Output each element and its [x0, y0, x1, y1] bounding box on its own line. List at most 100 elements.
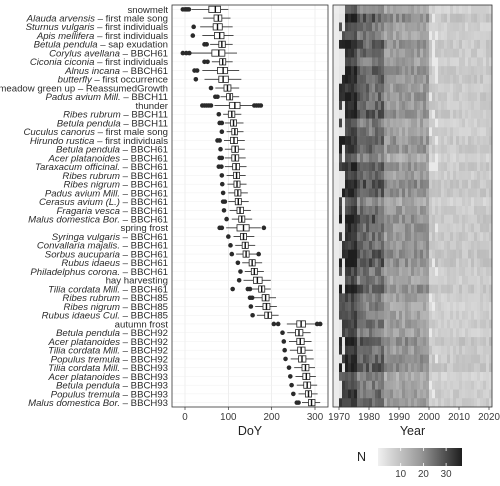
- heatmap-cell: [441, 188, 445, 198]
- heatmap-cell: [486, 240, 490, 250]
- heatmap-cell: [351, 57, 355, 67]
- heatmap-cell: [465, 171, 469, 181]
- heatmap-cell: [480, 57, 484, 67]
- heatmap-cell: [351, 74, 355, 84]
- heatmap-cell: [336, 171, 340, 181]
- heatmap-cell: [345, 31, 349, 41]
- heatmap-cell: [357, 319, 361, 329]
- heatmap-cell: [408, 380, 412, 390]
- heatmap-cell: [486, 275, 490, 285]
- heatmap-cell: [483, 179, 487, 189]
- heatmap-cell: [381, 345, 385, 355]
- heatmap-cell: [423, 197, 427, 207]
- heatmap-cell: [363, 345, 367, 355]
- heatmap-cell: [420, 48, 424, 58]
- heatmap-cell: [345, 136, 349, 146]
- heatmap-cell: [474, 354, 478, 364]
- heatmap-cell: [372, 83, 376, 93]
- heatmap-cell: [375, 328, 379, 338]
- row-label-phase: – sap exudation: [98, 40, 168, 51]
- heatmap-cell: [420, 389, 424, 399]
- heatmap-cell: [447, 101, 451, 111]
- heatmap-cell: [375, 74, 379, 84]
- heatmap-cell: [483, 144, 487, 154]
- heatmap-cell: [363, 197, 367, 207]
- heatmap-cell: [426, 258, 430, 268]
- heatmap-cell: [336, 249, 340, 259]
- heatmap-cell: [357, 57, 361, 67]
- heatmap-cell: [372, 380, 376, 390]
- heatmap-cell: [357, 144, 361, 154]
- heatmap-cell: [375, 293, 379, 303]
- boxplot-row: [202, 40, 233, 48]
- heatmap-cell: [393, 337, 397, 347]
- heatmap-cell: [408, 48, 412, 58]
- heatmap-cell: [369, 153, 373, 163]
- heatmap-cell: [381, 372, 385, 382]
- heatmap-cell: [426, 240, 430, 250]
- heatmap-cell: [357, 118, 361, 128]
- heatmap-cell: [408, 74, 412, 84]
- heatmap-cell: [450, 31, 454, 41]
- heatmap-cell: [465, 206, 469, 216]
- heatmap-cell: [450, 57, 454, 67]
- heatmap-cell: [459, 319, 463, 329]
- heatmap-cell: [378, 275, 382, 285]
- heatmap-cell: [417, 188, 421, 198]
- heatmap-cell: [447, 284, 451, 294]
- heatmap-cell: [384, 22, 388, 32]
- heatmap-cell: [378, 354, 382, 364]
- heatmap-cell: [411, 328, 415, 338]
- heatmap-cell: [342, 118, 346, 128]
- heatmap-cell: [483, 328, 487, 338]
- heatmap-cell: [411, 372, 415, 382]
- heatmap-cell: [336, 363, 340, 373]
- heatmap-cell: [354, 153, 358, 163]
- heatmap-cell: [414, 328, 418, 338]
- heatmap-cell: [486, 345, 490, 355]
- heatmap-cell: [465, 232, 469, 242]
- heatmap-cell: [360, 162, 364, 172]
- heatmap-cell: [351, 337, 355, 347]
- heatmap-cell: [432, 179, 436, 189]
- heatmap-cell: [411, 223, 415, 233]
- heatmap-cell: [489, 127, 493, 137]
- heatmap-cell: [357, 284, 361, 294]
- heatmap-cell: [480, 13, 484, 23]
- heatmap-cell: [384, 293, 388, 303]
- heatmap-cell: [468, 389, 472, 399]
- heatmap-cell: [399, 197, 403, 207]
- heatmap-cell: [372, 127, 376, 137]
- heatmap-cell: [465, 5, 469, 15]
- row-label-species: Padus avium Mill.: [45, 188, 120, 199]
- heatmap-cell: [471, 214, 475, 224]
- heatmap-cell: [381, 109, 385, 119]
- heatmap-cell: [345, 144, 349, 154]
- heatmap-cell: [432, 101, 436, 111]
- heatmap-cell: [420, 118, 424, 128]
- heatmap-cell: [462, 127, 466, 137]
- heatmap-cell: [408, 92, 412, 102]
- heatmap-cell: [378, 398, 382, 408]
- heatmap-cell: [333, 275, 337, 285]
- heatmap-cell: [438, 109, 442, 119]
- heatmap-cell: [471, 267, 475, 277]
- heatmap-cell: [477, 275, 481, 285]
- heatmap-cell: [405, 109, 409, 119]
- heatmap-cell: [453, 188, 457, 198]
- heatmap-cell: [423, 345, 427, 355]
- heatmap-cell: [369, 22, 373, 32]
- heatmap-cell: [489, 354, 493, 364]
- heatmap-cell: [345, 310, 349, 320]
- heatmap-cell: [408, 136, 412, 146]
- heatmap-cell: [450, 240, 454, 250]
- heatmap-cell: [483, 223, 487, 233]
- heatmap-cell: [363, 284, 367, 294]
- row-label-species: Tilia cordata Mill.: [48, 363, 120, 374]
- row-label: meadow green up – ReassumedGrowth: [0, 83, 168, 94]
- boxplot-row: [180, 49, 237, 57]
- outlier-point: [205, 59, 210, 65]
- heatmap-cell: [462, 153, 466, 163]
- heatmap-cell: [402, 92, 406, 102]
- heatmap-cell: [348, 319, 352, 329]
